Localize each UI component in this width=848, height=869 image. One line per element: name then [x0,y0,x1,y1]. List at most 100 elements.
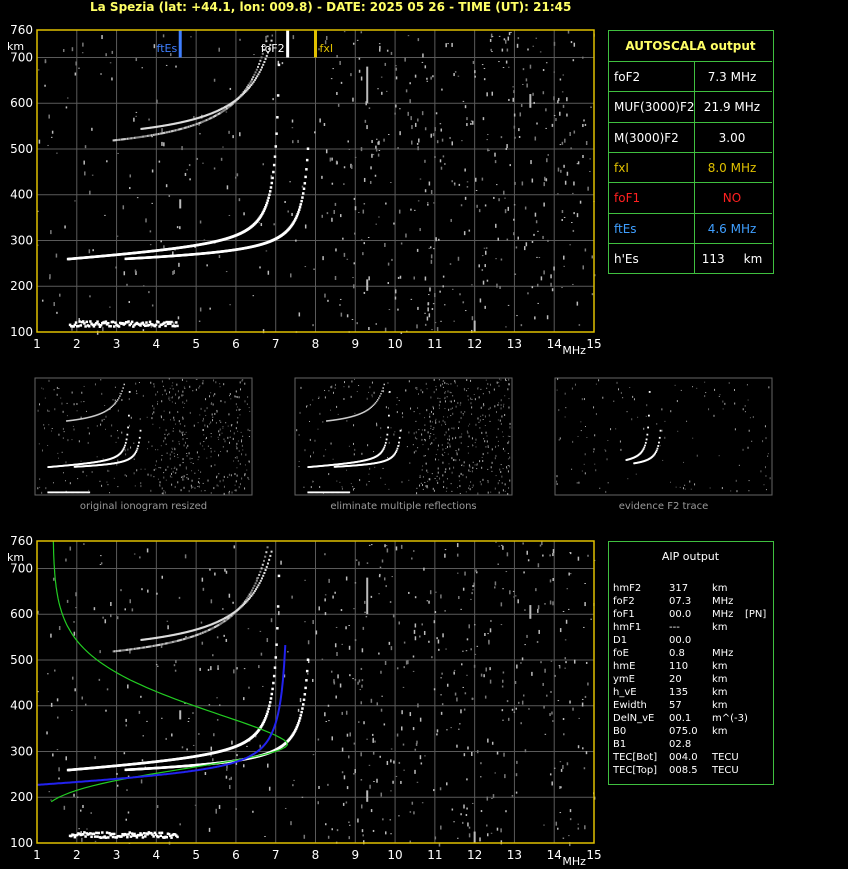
noise-dot [312,620,314,625]
thumbnail-noise [198,387,200,389]
noise-dot [551,288,554,292]
noise-dot [358,69,361,73]
noise-dot [297,708,300,712]
thumbnail-noise [163,440,165,443]
thumbnail-hop [90,415,93,418]
noise-dot [140,695,142,698]
noise-dot [526,550,528,555]
thumbnail-noise [304,449,306,452]
f2-trace-point [277,574,281,578]
thumbnail-noise [66,415,68,417]
thumbnail-noise [556,480,558,483]
second-hop-x-point [245,600,248,603]
thumbnail-noise [486,435,488,437]
thumbnail-noise [422,488,424,490]
second-hop-x-point [233,611,236,614]
second-hop-point [142,135,145,138]
noise-dot [106,688,109,691]
second-hop-x-point [172,633,175,636]
second-hop-point [265,40,268,43]
noise-dot [324,553,326,556]
noise-dot [228,214,231,216]
thumbnail-noise [240,388,242,391]
thumbnail-noise [146,416,148,418]
noise-dot [450,218,452,222]
noise-dot [361,829,364,833]
noise-dot [88,249,91,254]
thumbnail-noise [466,390,468,392]
fx-trace-point [306,147,310,150]
aip-value: 57 [669,700,682,711]
noise-dot [301,796,304,798]
thumbnail-noise [422,465,424,467]
noise-dot [135,58,138,62]
noise-dot [418,138,420,143]
second-hop-x-point [219,108,222,111]
thumbnail-noise [457,401,459,404]
thumbnail-trace [120,451,123,454]
thumbnail-noise [664,420,666,422]
thumbnail-noise [88,432,90,435]
second-hop-point [117,138,120,141]
thumbnail-noise [480,483,482,486]
second-hop-point [209,628,212,631]
noise-dot [74,72,77,76]
noise-dot [583,119,585,122]
second-hop-point [265,551,268,554]
second-hop-point [192,124,195,127]
thumbnail-noise [165,479,167,481]
second-hop-x-point [204,114,207,117]
second-hop-point [122,138,125,141]
es-trace-point [91,323,95,327]
second-hop-x-point [237,608,240,611]
thumbnail-noise [488,391,490,393]
second-hop-point [192,635,195,638]
thumbnail-noise [443,416,445,418]
es-trace-point [93,835,97,838]
thumbnail-es [88,491,91,494]
thumbnail-noise [495,475,497,477]
noise-dot [343,775,346,780]
noise-dot [545,62,548,64]
thumbnail-noise [194,472,196,474]
noise-dot [222,146,224,148]
thumbnail-noise [58,433,60,436]
noise-dot [315,630,318,635]
noise-dot [360,779,363,781]
noise-dot [461,663,463,666]
noise-dot [462,650,464,652]
thumbnail-noise [616,381,618,384]
y-axis-label: km [7,40,24,53]
thumbnail-noise [161,400,163,403]
noise-dot [481,269,484,272]
noise-dot [571,222,573,224]
thumbnail-noise [453,427,455,430]
thumbnail-noise [159,481,161,484]
second-hop-point [161,643,164,646]
thumbnail-noise [330,442,332,445]
noise-dot [378,48,381,52]
noise-dot [537,302,539,304]
noise-dot [513,711,516,713]
es-trace-point [117,325,121,328]
noise-dot [439,123,442,125]
thumbnail-noise [470,481,472,483]
noise-dot [579,200,582,204]
noise-dot [439,787,442,791]
thumbnail-noise [619,440,621,443]
thumbnail-hop [360,412,363,415]
noise-dot [414,748,417,751]
noise-dot [390,790,392,792]
thumbnail-noise [188,452,190,455]
fx-trace-point [297,721,300,725]
f2-trace-point [276,627,279,630]
noise-dot [483,247,486,249]
noise-dot [481,177,484,181]
noise-dot [543,705,545,709]
thumbnail-noise [476,463,478,466]
thumbnail-noise [444,381,446,384]
thumbnail-hop [331,419,333,422]
noise-dot [75,592,77,597]
thumbnail-noise [506,468,508,470]
noise-dot [573,659,576,664]
